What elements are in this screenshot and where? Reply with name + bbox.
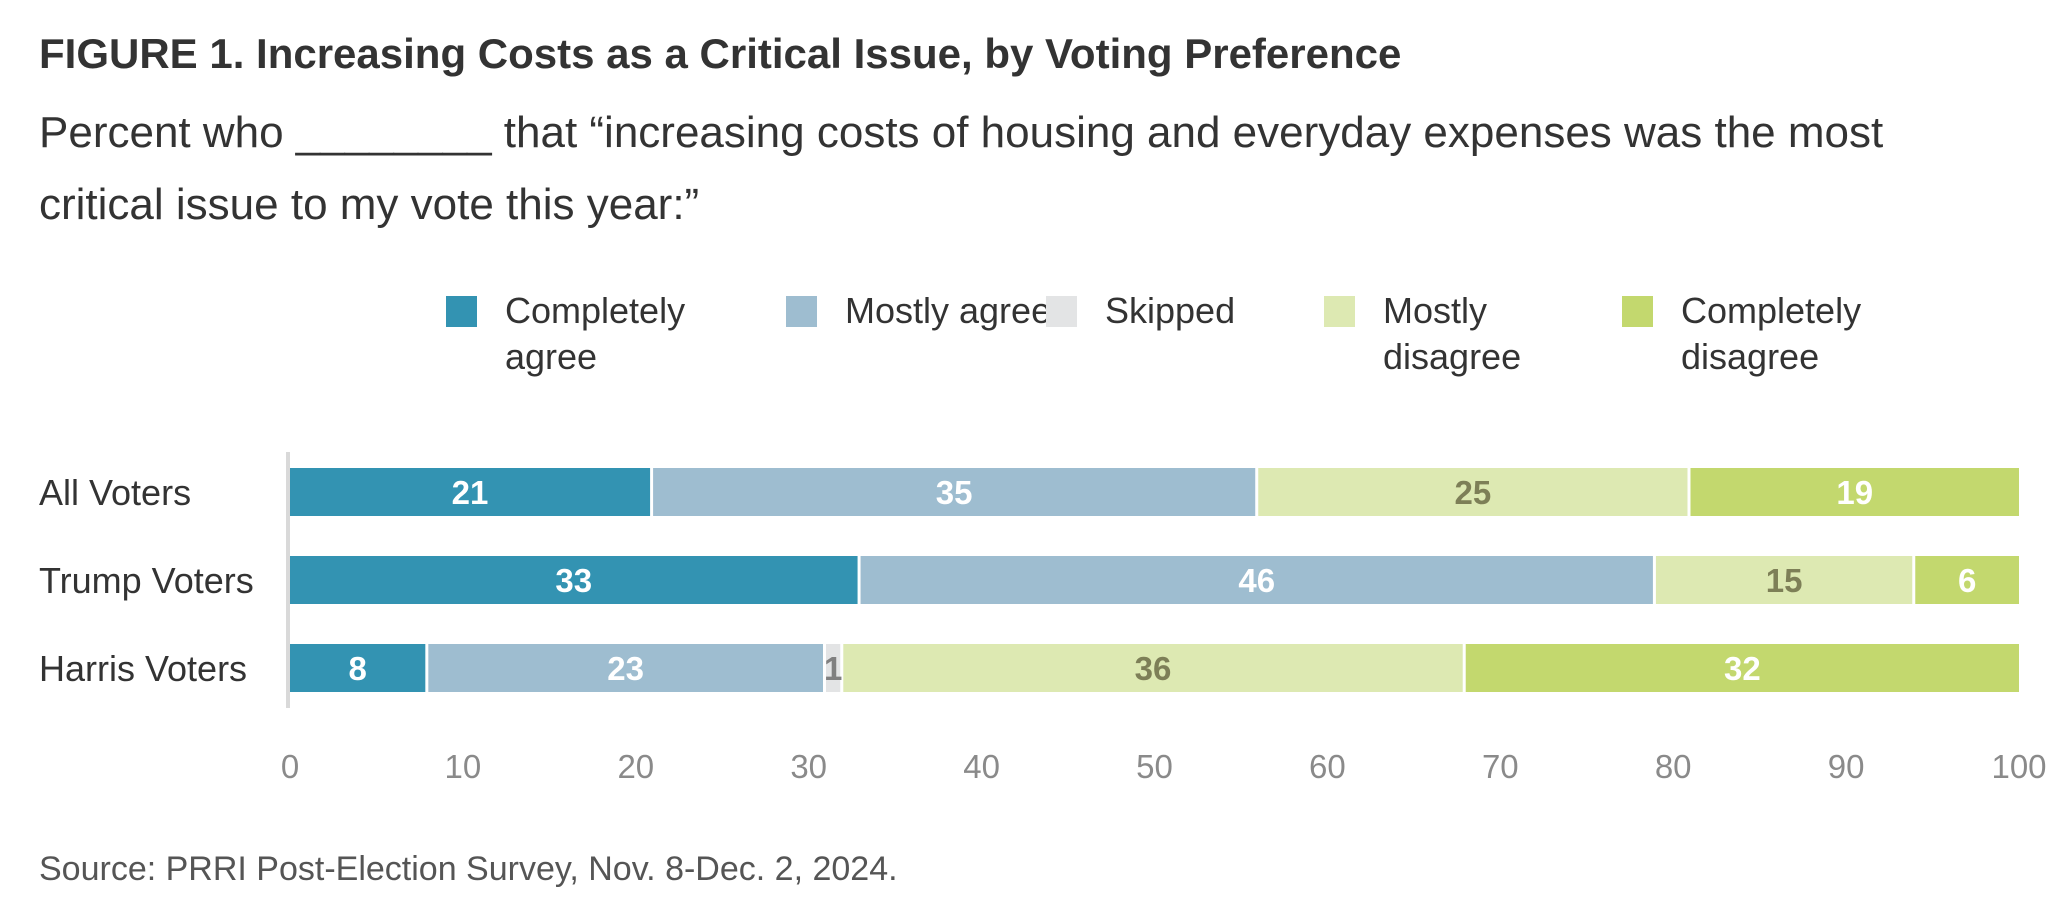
bar-skipped [825, 644, 841, 692]
chart-subtitle: Percent who ________ that “increasing co… [39, 108, 1884, 229]
x-tick-label: 80 [1655, 748, 1692, 785]
data-label: 6 [1958, 562, 1976, 599]
bar-completely-disagree [1915, 556, 2019, 604]
legend-label: Mostly disagree [1383, 290, 1522, 377]
x-tick-label: 60 [1309, 748, 1346, 785]
bar-mostly-agree [653, 468, 1256, 516]
source-note: Source: PRRI Post-Election Survey, Nov. … [39, 850, 898, 888]
legend-swatch [1046, 296, 1077, 327]
legend-label: Mostly agree [845, 290, 1052, 331]
data-label: 8 [348, 650, 366, 687]
x-tick-label: 10 [445, 748, 482, 785]
stacked-bar-chart: 21 35 25 19 All Voters 33 46 15 6 Trump Voters 8 23… [39, 452, 2047, 785]
legend-item-completely-disagree: Completely disagree [1622, 288, 1911, 380]
legend-swatch [446, 296, 477, 327]
data-label: 21 [452, 474, 489, 511]
bar-completely-agree [290, 468, 651, 516]
data-label: 19 [1836, 474, 1873, 511]
x-tick-label: 50 [1136, 748, 1173, 785]
data-label: 33 [555, 562, 592, 599]
x-tick-label: 70 [1482, 748, 1519, 785]
category-label: Harris Voters [39, 648, 247, 689]
chart-title: FIGURE 1. Increasing Costs as a Critical… [39, 30, 1402, 77]
legend-swatch [1622, 296, 1653, 327]
data-label: 1 [824, 650, 842, 687]
bar-mostly-disagree [1655, 556, 1913, 604]
data-label: 46 [1238, 562, 1275, 599]
bar-completely-agree [290, 556, 858, 604]
category-label: All Voters [39, 472, 191, 513]
legend-swatch [1324, 296, 1355, 327]
data-label: 15 [1766, 562, 1803, 599]
legend-label: Completely agree [505, 290, 686, 377]
x-tick-label: 0 [281, 748, 299, 785]
data-label: 35 [936, 474, 973, 511]
bar-completely-agree [290, 644, 426, 692]
legend-item-mostly-disagree: Mostly disagree [1324, 288, 1613, 380]
legend-item-mostly-agree: Mostly agree [786, 288, 1075, 334]
legend-label: Skipped [1105, 290, 1236, 331]
legend-item-skipped: Skipped [1046, 288, 1335, 334]
x-tick-label: 100 [1991, 748, 2046, 785]
legend: Completely agree Mostly agree Skipped Mo… [0, 288, 2064, 398]
data-label: 36 [1135, 650, 1172, 687]
bar-mostly-disagree [843, 644, 1463, 692]
x-tick-label: 20 [617, 748, 654, 785]
legend-swatch [786, 296, 817, 327]
bar-mostly-disagree [1258, 468, 1688, 516]
bar-mostly-agree [428, 644, 823, 692]
x-tick-label: 30 [790, 748, 827, 785]
category-label: Trump Voters [39, 560, 254, 601]
legend-item-completely-agree: Completely agree [446, 288, 735, 380]
data-label: 23 [607, 650, 644, 687]
bar-completely-disagree [1690, 468, 2019, 516]
data-label: 32 [1724, 650, 1761, 687]
bar-completely-disagree [1465, 644, 2019, 692]
legend-label: Completely disagree [1681, 290, 1862, 377]
x-tick-label: 40 [963, 748, 1000, 785]
x-tick-label: 90 [1828, 748, 1865, 785]
bar-mostly-agree [860, 556, 1653, 604]
data-label: 25 [1455, 474, 1492, 511]
